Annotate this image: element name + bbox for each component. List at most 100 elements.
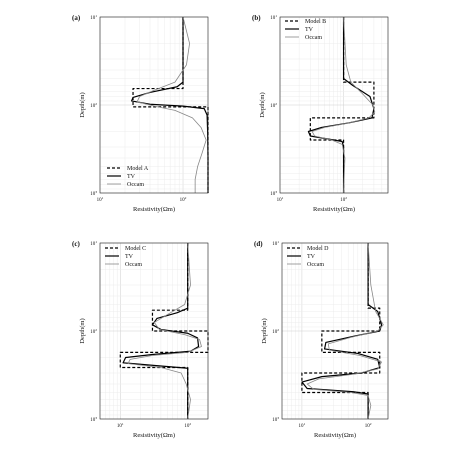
legend: Model B TV Occam [285, 19, 326, 41]
y-tick-base: 10 [90, 330, 96, 335]
plot-frame [279, 16, 389, 194]
y-tick-base: 10 [272, 330, 278, 335]
panel-4: 101 102101102103Resistivity(Ωm)Depth(m)(d… [254, 240, 389, 439]
legend-label: Occam [305, 35, 322, 41]
x-tick-exp: 1 [304, 422, 306, 426]
x-tick-exp: 1 [282, 196, 284, 200]
y-tick-label: 101 [270, 14, 277, 21]
x-axis-label: Resistivity(Ωm) [314, 432, 356, 439]
legend-label: TV [127, 174, 136, 180]
legend-label: Model B [305, 19, 326, 25]
x-tick-base: 10 [277, 198, 283, 203]
series-line-occam [311, 16, 376, 194]
legend: Model C TV Occam [105, 246, 146, 268]
y-tick-label: 103 [90, 416, 97, 423]
y-tick-label: 103 [270, 190, 277, 197]
legend: Model A TV Occam [107, 166, 149, 188]
y-tick-exp: 3 [277, 416, 279, 420]
x-tick-base: 10 [340, 198, 346, 203]
plot-frame [281, 242, 389, 420]
x-tick-label: 101 [97, 196, 104, 203]
panel-letter: (b) [252, 14, 261, 22]
y-tick-base: 10 [272, 242, 278, 247]
x-tick-label: 101 [277, 196, 284, 203]
x-tick-label: 102 [365, 422, 372, 429]
y-tick-exp: 2 [275, 102, 277, 106]
series-line-model-c [119, 243, 209, 419]
panel-letter: (c) [72, 240, 80, 248]
y-tick-exp: 3 [275, 190, 277, 194]
legend-label: TV [125, 254, 134, 260]
panel-letter: (d) [254, 240, 263, 248]
panel-letter: (a) [72, 14, 81, 22]
x-tick-label: 102 [180, 196, 187, 203]
legend-label: Occam [127, 182, 144, 188]
series-line-tv [122, 243, 200, 419]
series-lines [307, 16, 376, 194]
y-axis-label: Depth(m) [79, 318, 86, 343]
legend: Model D TV Occam [287, 246, 329, 268]
series-lines [130, 16, 209, 193]
series-line-tv [130, 17, 209, 193]
series-line-occam [136, 16, 207, 193]
y-tick-label: 103 [272, 416, 279, 423]
y-tick-base: 10 [90, 192, 96, 197]
x-tick-label: 101 [117, 422, 124, 429]
series-line-tv [301, 243, 383, 419]
x-tick-exp: 2 [189, 422, 191, 426]
x-tick-base: 10 [184, 424, 190, 429]
y-tick-label: 102 [90, 328, 97, 335]
y-tick-label: 102 [270, 102, 277, 109]
y-tick-exp: 2 [277, 328, 279, 332]
y-tick-label: 101 [90, 240, 97, 247]
y-tick-base: 10 [270, 104, 276, 109]
x-tick-exp: 1 [102, 196, 104, 200]
panel-1: 101 102101102103Resistivity(Ωm)Depth(m)(a… [72, 14, 209, 213]
y-axis-label: Depth(m) [79, 92, 86, 117]
y-tick-base: 10 [270, 192, 276, 197]
legend-label: Model C [125, 246, 146, 252]
y-tick-exp: 1 [275, 14, 277, 18]
y-tick-base: 10 [270, 16, 276, 21]
series-line-occam [306, 242, 384, 420]
y-tick-exp: 2 [95, 328, 97, 332]
y-axis-label: Depth(m) [261, 318, 268, 343]
y-tick-label: 102 [272, 328, 279, 335]
series-lines [301, 242, 384, 420]
y-tick-base: 10 [90, 242, 96, 247]
x-tick-label: 102 [184, 422, 191, 429]
x-tick-exp: 2 [345, 196, 347, 200]
x-tick-base: 10 [365, 424, 371, 429]
x-tick-exp: 2 [370, 422, 372, 426]
y-tick-base: 10 [90, 104, 96, 109]
legend-label: TV [305, 27, 314, 33]
x-axis-label: Resistivity(Ωm) [133, 206, 175, 213]
y-tick-base: 10 [272, 418, 278, 423]
grid [279, 16, 389, 194]
x-axis-label: Resistivity(Ωm) [313, 206, 355, 213]
legend-label: Model D [307, 246, 329, 252]
panel-2: 101 102101102103Resistivity(Ωm)Depth(m)(b… [252, 14, 389, 213]
x-axis-label: Resistivity(Ωm) [133, 432, 175, 439]
x-tick-base: 10 [117, 424, 123, 429]
y-tick-exp: 2 [95, 102, 97, 106]
legend-label: TV [307, 254, 316, 260]
x-tick-base: 10 [97, 198, 103, 203]
y-tick-exp: 1 [277, 240, 279, 244]
x-tick-exp: 2 [185, 196, 187, 200]
y-tick-exp: 3 [95, 416, 97, 420]
legend-label: Occam [307, 262, 324, 268]
x-tick-base: 10 [299, 424, 305, 429]
plot-frame [99, 242, 209, 420]
y-tick-label: 103 [90, 190, 97, 197]
y-tick-base: 10 [90, 16, 96, 21]
x-tick-base: 10 [180, 198, 186, 203]
y-tick-exp: 3 [95, 190, 97, 194]
x-tick-label: 102 [340, 196, 347, 203]
x-tick-exp: 1 [122, 422, 124, 426]
y-tick-label: 102 [90, 102, 97, 109]
y-tick-label: 101 [272, 240, 279, 247]
y-tick-exp: 1 [95, 14, 97, 18]
y-tick-label: 101 [90, 14, 97, 21]
